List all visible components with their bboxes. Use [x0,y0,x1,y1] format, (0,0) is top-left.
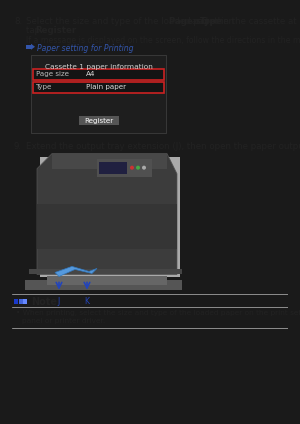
FancyBboxPatch shape [33,69,164,80]
Text: Select the size and type of the loaded paper in the cassette at: Select the size and type of the loaded p… [26,17,299,25]
Text: tap: tap [26,25,43,35]
Text: 8.: 8. [14,17,22,25]
Polygon shape [25,279,182,290]
Text: Plain paper: Plain paper [86,84,126,90]
Text: K: K [85,297,89,306]
Circle shape [142,166,146,170]
Circle shape [136,166,140,170]
Text: Paper setting for Printing: Paper setting for Printing [37,44,134,53]
FancyBboxPatch shape [79,116,119,126]
FancyBboxPatch shape [99,162,127,174]
FancyBboxPatch shape [97,159,152,177]
Text: • When printing, select the size and type of the loaded paper on the print setti: • When printing, select the size and typ… [16,310,300,316]
FancyBboxPatch shape [37,204,177,249]
FancyBboxPatch shape [14,298,18,304]
Text: A4: A4 [86,71,95,77]
Text: Page size: Page size [169,17,214,25]
Text: and: and [189,17,211,25]
Text: Cassette 1 paper information: Cassette 1 paper information [45,64,152,70]
Text: , then: , then [209,17,234,25]
Text: Extend the output tray extension (J), then open the paper output support (K).: Extend the output tray extension (J), th… [26,142,300,151]
Polygon shape [55,266,97,276]
FancyBboxPatch shape [19,298,22,304]
Text: Register: Register [35,25,76,35]
FancyBboxPatch shape [26,45,31,49]
Circle shape [130,166,134,170]
Text: Type: Type [36,84,52,90]
Polygon shape [37,153,177,274]
Text: 9.: 9. [14,142,22,151]
Text: panel or printer driver.: panel or printer driver. [22,318,105,324]
Text: If a message is displayed on the screen, follow the directions in the message to: If a message is displayed on the screen,… [26,36,300,45]
Polygon shape [31,44,35,50]
Text: .: . [53,25,56,35]
Text: Register: Register [84,118,113,124]
FancyBboxPatch shape [31,55,166,134]
FancyBboxPatch shape [47,276,167,285]
FancyBboxPatch shape [33,82,164,93]
FancyBboxPatch shape [23,298,27,304]
Text: Type: Type [200,17,223,25]
Polygon shape [29,269,182,274]
FancyBboxPatch shape [40,156,180,277]
Polygon shape [52,153,167,169]
Text: Note: Note [31,297,57,307]
Text: J: J [58,297,60,306]
Text: Page size: Page size [36,71,69,77]
